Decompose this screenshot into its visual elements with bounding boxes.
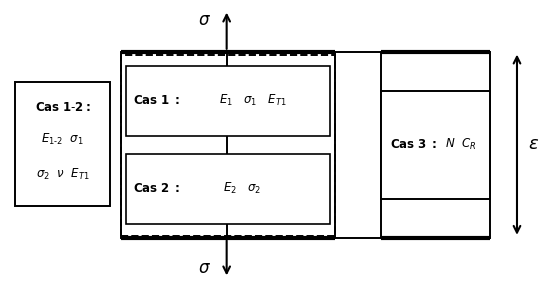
Bar: [381, 91, 490, 198]
Text: $\varepsilon$: $\varepsilon$: [528, 135, 539, 153]
Text: $\mathbf{Cas\ 1}$ $\mathbf{:}$: $\mathbf{Cas\ 1}$ $\mathbf{:}$: [133, 94, 180, 107]
Bar: [121, 54, 335, 236]
Text: $\sigma$: $\sigma$: [198, 11, 212, 29]
Text: $\sigma_2\ \ \nu\ \ E_{T1}$: $\sigma_2\ \ \nu\ \ E_{T1}$: [36, 167, 89, 182]
Text: $E_2\ \ \ \sigma_2$: $E_2\ \ \ \sigma_2$: [223, 181, 261, 196]
Text: $E_1\ \ \ \sigma_1\ \ \ E_{T1}$: $E_1\ \ \ \sigma_1\ \ \ E_{T1}$: [219, 93, 287, 108]
Text: $\sigma$: $\sigma$: [198, 259, 212, 277]
Text: $N\ \ C_R$: $N\ \ C_R$: [445, 137, 476, 152]
Bar: [126, 66, 329, 136]
Text: $\mathbf{Cas\ 1\text{-}2}$$\mathbf{:}$: $\mathbf{Cas\ 1\text{-}2}$$\mathbf{:}$: [35, 101, 90, 113]
Text: $\mathbf{Cas\ 2}$ $\mathbf{:}$: $\mathbf{Cas\ 2}$ $\mathbf{:}$: [133, 182, 180, 195]
Text: $\mathbf{Cas\ 3}$ $\mathbf{:}$: $\mathbf{Cas\ 3}$ $\mathbf{:}$: [390, 138, 437, 151]
Text: $E_{1\text{-}2}\ \ \sigma_1$: $E_{1\text{-}2}\ \ \sigma_1$: [41, 132, 84, 147]
Bar: [15, 82, 110, 206]
Bar: [126, 154, 329, 224]
